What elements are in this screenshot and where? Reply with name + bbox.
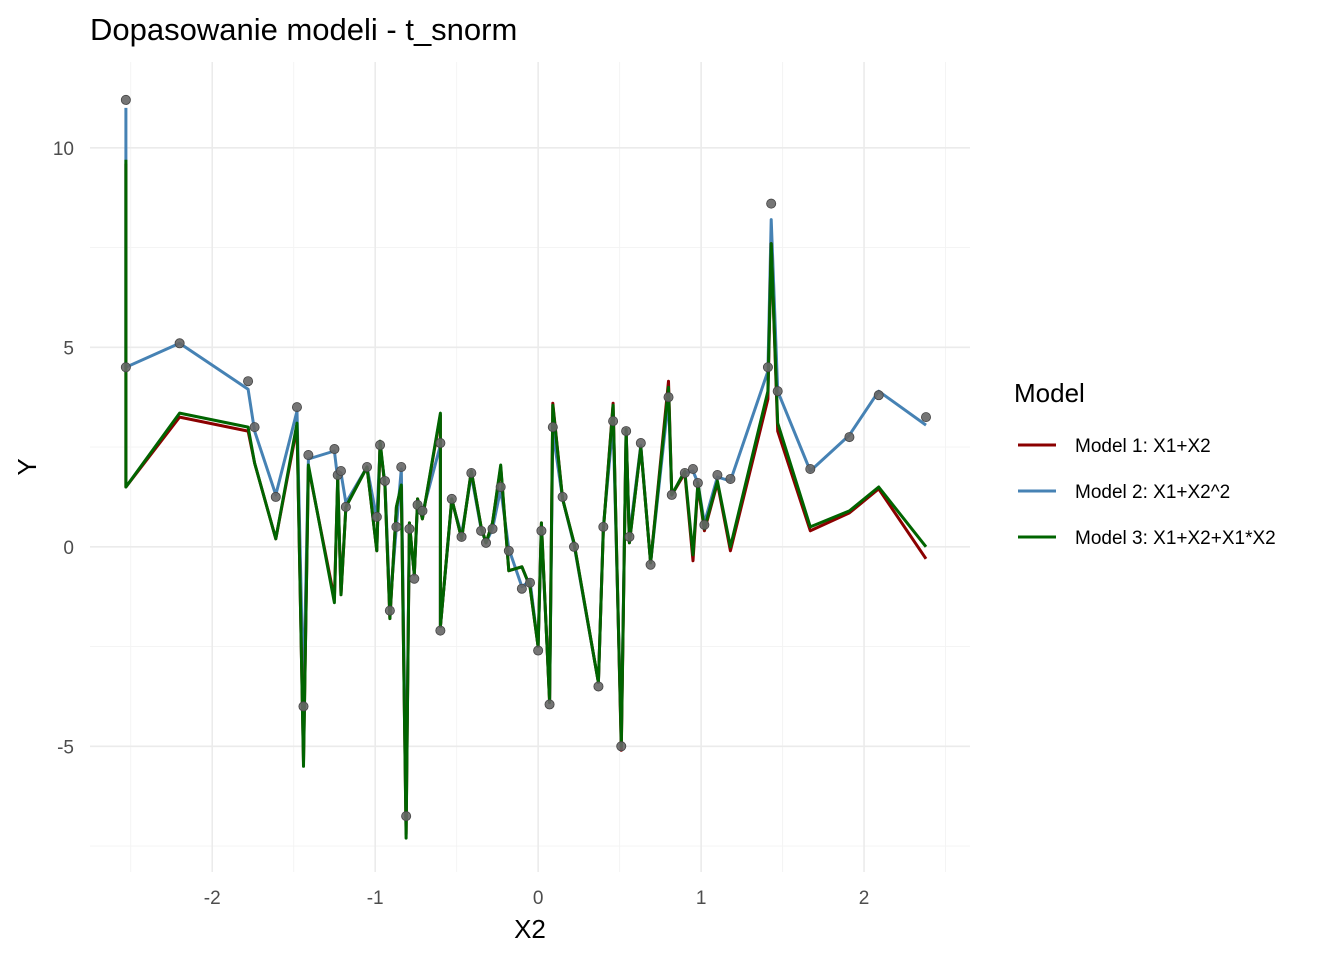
data-point <box>329 444 340 455</box>
data-point <box>687 463 698 474</box>
legend-label: Model 1: X1+X2 <box>1075 436 1211 457</box>
data-point <box>340 501 351 512</box>
data-point <box>621 426 632 437</box>
plot-grid <box>90 62 970 872</box>
data-point <box>487 523 498 534</box>
data-point <box>396 461 407 472</box>
data-point <box>624 531 635 542</box>
data-point <box>547 422 558 433</box>
data-point <box>409 573 420 584</box>
data-point <box>593 681 604 692</box>
data-point <box>557 491 568 502</box>
data-point <box>699 519 710 530</box>
data-point <box>516 583 527 594</box>
data-point <box>666 489 677 500</box>
data-point <box>766 198 777 209</box>
data-point <box>291 402 302 413</box>
data-point <box>270 491 281 502</box>
legend-label: Model 3: X1+X2+X1*X2 <box>1075 528 1276 549</box>
data-points <box>120 94 932 822</box>
data-point <box>525 577 536 588</box>
data-point <box>404 523 415 534</box>
data-point <box>616 741 627 752</box>
data-point <box>805 463 816 474</box>
data-point <box>435 625 446 636</box>
data-point <box>249 422 260 433</box>
data-point <box>446 493 457 504</box>
data-point <box>335 465 346 476</box>
data-point <box>921 412 932 423</box>
data-point <box>476 525 487 536</box>
model-2-line <box>124 107 927 808</box>
data-point <box>480 537 491 548</box>
data-point <box>772 386 783 397</box>
model-3-line <box>124 159 928 840</box>
data-point <box>243 376 254 387</box>
y-tick-label: -5 <box>57 737 74 758</box>
data-point <box>391 521 402 532</box>
x-tick-label: 0 <box>533 888 544 909</box>
data-point <box>362 461 373 472</box>
x-axis-ticks: -2 -1 0 1 2 <box>204 888 870 909</box>
data-point <box>663 392 674 403</box>
data-point <box>379 475 390 486</box>
data-point <box>417 505 428 516</box>
y-tick-label: 0 <box>63 538 74 559</box>
data-point <box>298 701 309 712</box>
data-point <box>303 450 314 461</box>
data-point <box>725 473 736 484</box>
data-point <box>873 390 884 401</box>
data-point <box>762 362 773 373</box>
data-point <box>536 525 547 536</box>
data-point <box>495 481 506 492</box>
data-point <box>456 531 467 542</box>
data-point <box>608 416 619 427</box>
x-tick-label: -2 <box>204 888 221 909</box>
y-axis-ticks: -5 0 5 10 <box>53 139 74 759</box>
x-axis-title: X2 <box>514 914 546 944</box>
data-point <box>375 440 386 451</box>
data-point <box>692 477 703 488</box>
data-point <box>544 699 555 710</box>
data-point <box>844 432 855 443</box>
data-point <box>174 338 185 349</box>
series-lines <box>124 107 928 840</box>
data-point <box>645 559 656 570</box>
data-point <box>712 469 723 480</box>
x-tick-label: 1 <box>696 888 707 909</box>
model-1-line <box>124 163 928 836</box>
data-point <box>679 467 690 478</box>
chart-title: Dopasowanie modeli - t_snorm <box>90 12 517 47</box>
data-point <box>598 521 609 532</box>
x-tick-label: 2 <box>859 888 870 909</box>
data-point <box>371 511 382 522</box>
y-tick-label: 10 <box>53 139 74 160</box>
data-point <box>503 545 514 556</box>
x-tick-label: -1 <box>367 888 384 909</box>
data-point <box>635 438 646 449</box>
data-point <box>401 811 412 822</box>
data-point <box>120 362 131 373</box>
legend: Model Model 1: X1+X2 Model 2: X1+X2^2 Mode… <box>1014 378 1276 549</box>
data-point <box>466 467 477 478</box>
data-point <box>569 541 580 552</box>
y-axis-title: Y <box>12 458 42 475</box>
data-point <box>533 645 544 656</box>
data-point <box>384 605 395 616</box>
data-point <box>120 94 131 105</box>
legend-title: Model <box>1014 378 1085 408</box>
legend-label: Model 2: X1+X2^2 <box>1075 482 1230 503</box>
data-point <box>435 438 446 449</box>
y-tick-label: 5 <box>63 338 74 359</box>
